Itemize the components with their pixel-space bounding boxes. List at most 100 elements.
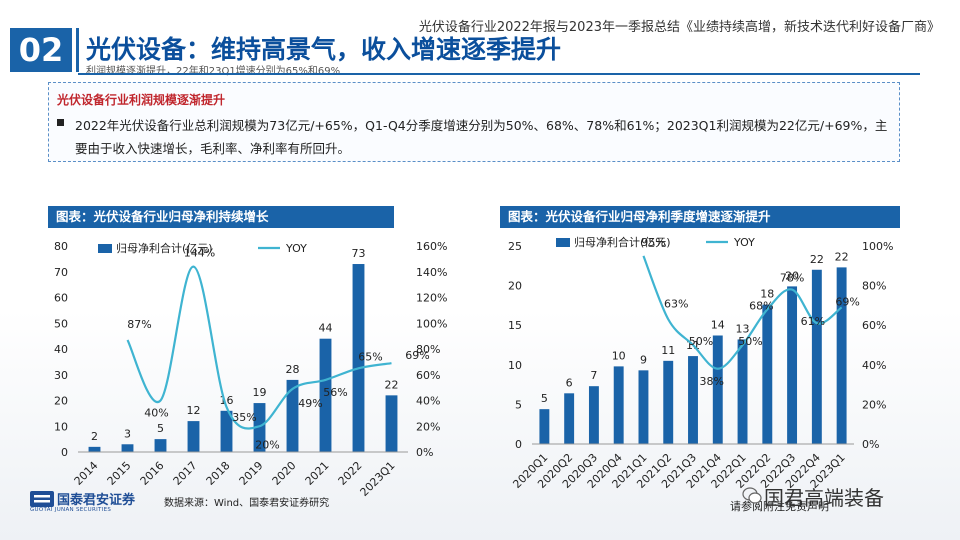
c1-x-label: 2020 [270, 459, 299, 488]
c1-bar-label: 2 [91, 430, 98, 443]
watermark: 国君高端装备 [764, 486, 884, 510]
c2-bar-label: 10 [612, 349, 626, 362]
c2-left-tick: 10 [508, 359, 522, 372]
c1-bar [187, 421, 200, 452]
c1-bar-label: 22 [385, 378, 399, 391]
c2-left-tick: 15 [508, 319, 522, 332]
c1-left-tick: 0 [61, 446, 68, 459]
c2-bar-label: 22 [810, 253, 824, 266]
c1-x-label: 2018 [204, 459, 233, 488]
c2-yoy-label: 69% [835, 295, 859, 308]
c2-bar [638, 370, 649, 444]
c2-yoy-label: 38% [700, 375, 724, 388]
c2-bar-label: 7 [590, 369, 597, 382]
report-subject: 光伏设备行业2022年报与2023年一季报总结《业绩持续高增，新技术迭代利好设备… [418, 20, 940, 35]
chart1-heading: 图表：光伏设备行业归母净利持续增长 [48, 206, 394, 228]
c2-left-tick: 25 [508, 240, 522, 253]
c1-bar [352, 264, 365, 452]
c1-legend-line-label: YOY [285, 242, 307, 255]
c2-bar [762, 304, 773, 444]
c1-right-tick: 160% [416, 240, 447, 253]
c1-right-tick: 40% [416, 395, 440, 408]
c1-left-tick: 20 [54, 395, 68, 408]
c1-right-tick: 20% [416, 420, 440, 433]
c1-x-label: 2021 [303, 459, 332, 488]
c2-yoy-label: 61% [801, 315, 825, 328]
c2-yoy-label: 68% [749, 299, 773, 312]
data-source: 数据来源：Wind、国泰君安证券研究 [164, 498, 330, 509]
c2-right-tick: 0% [862, 438, 879, 451]
c2-bar-label: 13 [736, 322, 750, 335]
c1-bar [286, 379, 299, 452]
c1-yoy-label: 144% [184, 247, 215, 260]
c1-bar-label: 12 [187, 404, 201, 417]
c2-bar-label: 14 [711, 318, 725, 331]
c2-bar-label: 22 [835, 250, 849, 263]
c2-bar [787, 286, 798, 444]
c1-left-tick: 40 [54, 343, 68, 356]
c1-bar [88, 446, 101, 452]
c2-bar-label: 6 [566, 376, 573, 389]
c1-x-label: 2022 [336, 459, 365, 488]
brand-name: 国泰君安证券 [57, 493, 136, 508]
c2-yoy-label: 95% [641, 236, 665, 249]
c1-bar [154, 439, 167, 452]
c1-bar [385, 395, 398, 452]
c1-left-tick: 50 [54, 317, 68, 330]
c2-right-tick: 40% [862, 359, 886, 372]
c2-bar [712, 335, 723, 444]
chart2-heading: 图表：光伏设备行业归母净利季度增速逐渐提升 [500, 206, 900, 228]
c1-right-tick: 140% [416, 266, 447, 279]
page-title: 光伏设备：维持高景气，收入增速逐季提升 [86, 35, 562, 64]
c2-bar [539, 409, 550, 444]
c1-yoy-label: 65% [358, 350, 382, 363]
c1-bar-label: 28 [286, 363, 300, 376]
c2-bar-label: 20 [785, 269, 799, 282]
c1-bar [319, 338, 332, 452]
c2-right-tick: 100% [862, 240, 893, 253]
c2-bar [564, 393, 575, 444]
c1-legend-bar-label: 归母净利合计(亿元) [116, 241, 213, 255]
c1-bar [220, 410, 233, 452]
c2-legend-line-label: YOY [733, 236, 755, 249]
c1-bar [253, 403, 266, 452]
c1-yoy-label: 40% [144, 407, 168, 420]
c1-right-tick: 120% [416, 292, 447, 305]
brand-name-en: GUOTAI JUNAN SECURITIES [30, 507, 112, 513]
c2-bar [836, 267, 847, 444]
c2-yoy-label: 50% [738, 335, 762, 348]
callout-body: 2022年光伏设备行业总利润规模为73亿元/+65%，Q1-Q4分季度增速分别为… [75, 118, 888, 156]
c2-bar-label: 11 [661, 344, 675, 357]
c1-yoy-label: 35% [232, 411, 256, 424]
c2-bar-label: 18 [760, 288, 774, 301]
c1-x-label: 2023Q1 [358, 459, 398, 499]
c2-right-tick: 20% [862, 398, 886, 411]
c1-x-label: 2016 [138, 459, 167, 488]
c2-yoy-label: 78% [780, 272, 804, 285]
c2-bar [663, 360, 674, 444]
callout-heading: 光伏设备行业利润规模逐渐提升 [57, 93, 226, 107]
bullet-marker [57, 119, 64, 126]
c1-yoy-label: 20% [255, 438, 279, 451]
c2-left-tick: 5 [515, 398, 522, 411]
c2-yoy-label: 63% [664, 297, 688, 310]
c2-yoy-line [642, 255, 843, 370]
c2-left-tick: 0 [515, 438, 522, 451]
c1-left-tick: 80 [54, 240, 68, 253]
c2-bar [588, 386, 599, 444]
c2-bar [613, 366, 624, 444]
c1-right-tick: 60% [416, 369, 440, 382]
c2-right-tick: 80% [862, 280, 886, 293]
c1-yoy-label: 56% [323, 386, 347, 399]
c1-right-tick: 80% [416, 343, 440, 356]
c1-bar-label: 3 [124, 427, 131, 440]
title-divider [78, 73, 920, 75]
c1-right-tick: 0% [416, 446, 433, 459]
c2-left-tick: 20 [508, 280, 522, 293]
c1-left-tick: 60 [54, 292, 68, 305]
c1-x-label: 2014 [72, 459, 101, 488]
background-wash [0, 310, 960, 540]
section-number: 02 [10, 28, 79, 72]
c1-legend-bar-swatch [98, 244, 112, 253]
